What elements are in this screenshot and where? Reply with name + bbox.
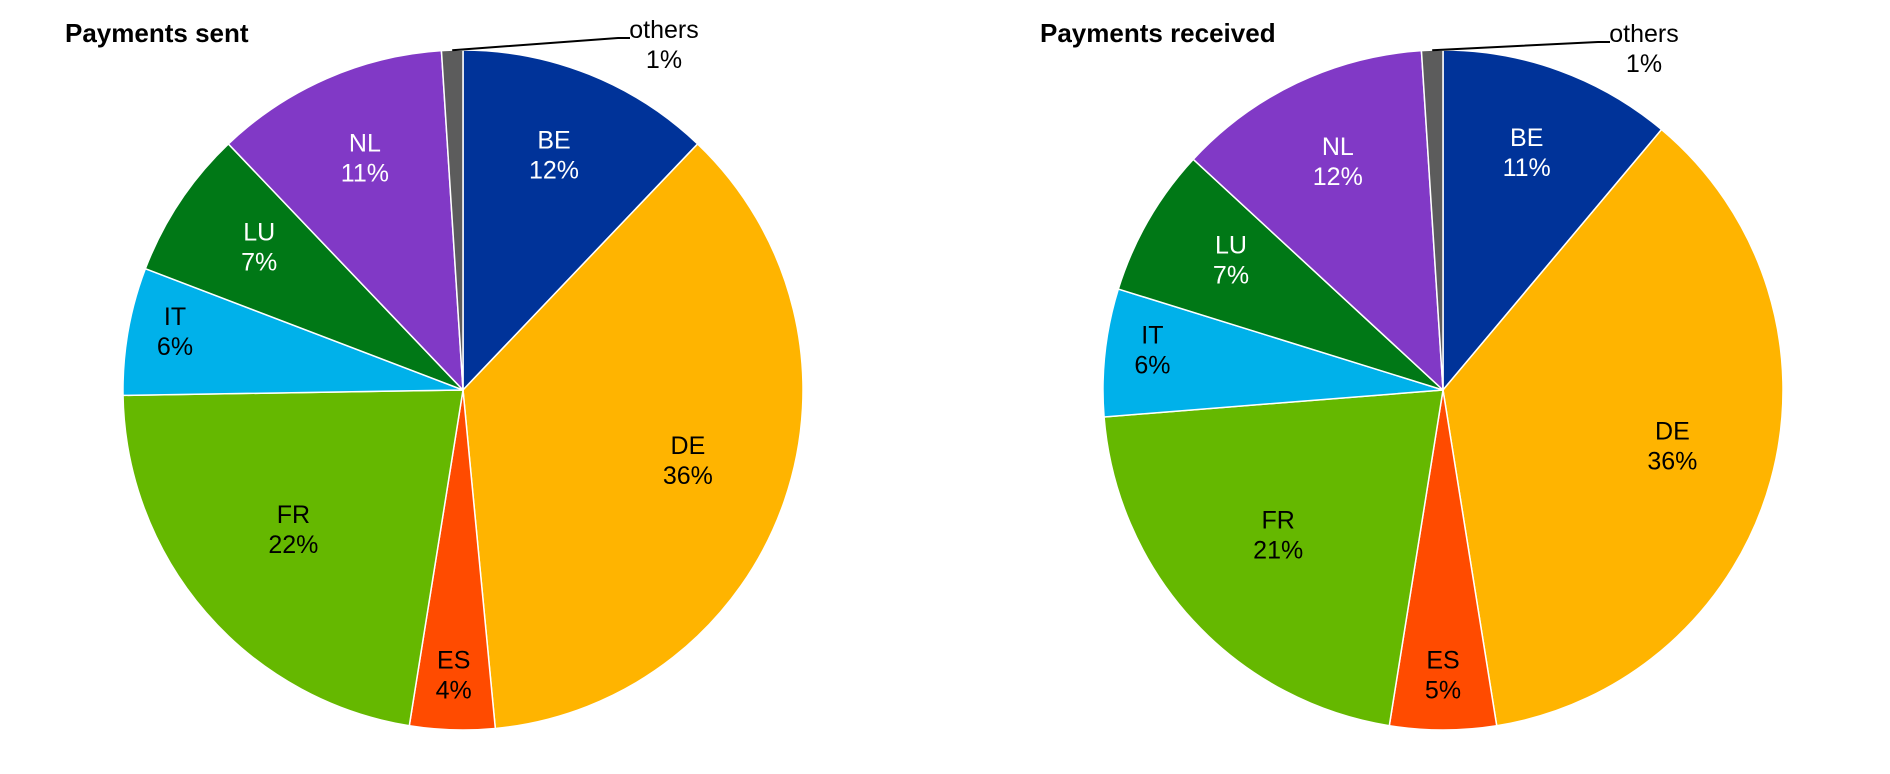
slice-value-fr: 21% <box>1253 536 1303 564</box>
slice-label-es: ES <box>437 646 470 674</box>
slice-label-lu: LU <box>243 218 275 246</box>
slice-value-others: 1% <box>1626 50 1662 78</box>
slice-value-lu: 7% <box>241 248 277 276</box>
slice-label-it: IT <box>1141 322 1163 350</box>
slice-value-lu: 7% <box>1213 262 1249 290</box>
slice-label-it: IT <box>164 303 186 331</box>
pie-slice-fr <box>1103 389 1444 727</box>
pie-slice-nl <box>1192 49 1444 392</box>
pie-slice-be <box>1442 49 1663 393</box>
slice-label-be: BE <box>1510 124 1543 152</box>
pie-slice-it <box>122 267 464 397</box>
slice-value-others: 1% <box>646 46 682 74</box>
slice-label-es: ES <box>1426 646 1459 674</box>
slice-label-fr: FR <box>277 501 310 529</box>
pie-slice-de <box>462 142 804 730</box>
slice-value-be: 12% <box>529 157 579 185</box>
slice-value-nl: 12% <box>1313 163 1363 191</box>
slice-value-de: 36% <box>1647 447 1697 475</box>
pie-slice-nl <box>227 49 464 393</box>
slice-label-nl: NL <box>1322 133 1354 161</box>
pie-slice-be <box>462 49 699 392</box>
slice-value-it: 6% <box>1134 352 1170 380</box>
pie-slice-de <box>1442 128 1784 727</box>
chart-title-received: Payments received <box>1040 18 1276 48</box>
slice-value-nl: 11% <box>341 160 389 188</box>
pie-slice-fr <box>122 389 464 727</box>
slice-label-others: others <box>1609 20 1678 48</box>
pie-slice-it <box>1102 288 1444 418</box>
slice-value-es: 5% <box>1425 676 1461 704</box>
chart-title-sent: Payments sent <box>65 18 249 48</box>
slice-label-lu: LU <box>1215 232 1247 260</box>
slice-label-fr: FR <box>1262 506 1295 534</box>
slice-value-it: 6% <box>157 333 193 361</box>
pie-slice-lu <box>1117 158 1444 391</box>
slice-label-de: DE <box>671 432 706 460</box>
slice-label-nl: NL <box>349 130 381 158</box>
slice-value-es: 4% <box>436 676 472 704</box>
slice-value-fr: 22% <box>268 531 318 559</box>
others-leader-line <box>1432 41 1610 52</box>
slice-label-others: others <box>629 16 698 44</box>
slice-value-de: 36% <box>663 462 713 490</box>
others-leader-line <box>452 37 630 52</box>
pie-slice-lu <box>144 142 464 391</box>
slice-label-de: DE <box>1655 417 1690 445</box>
slice-value-be: 11% <box>1503 154 1551 182</box>
slice-label-be: BE <box>537 127 570 155</box>
